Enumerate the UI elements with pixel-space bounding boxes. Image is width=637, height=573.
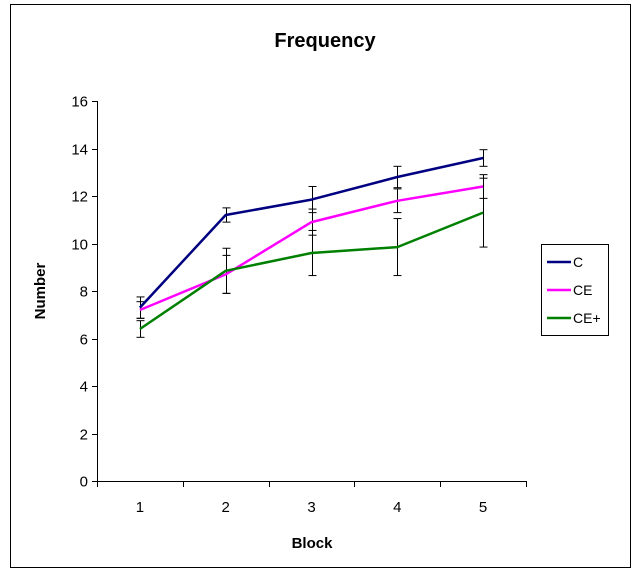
y-tick-label: 0 <box>80 474 88 491</box>
series-line-c <box>138 156 484 309</box>
legend-label: C <box>573 254 583 270</box>
series-lines <box>138 156 484 331</box>
x-axis-label: Block <box>292 535 334 552</box>
legend-item: CE <box>547 282 592 298</box>
chart-title: Frequency <box>274 30 376 52</box>
y-tick-label: 16 <box>71 94 88 111</box>
x-tick-label: 4 <box>393 499 401 516</box>
y-tick-label: 2 <box>80 427 88 444</box>
legend-items: C CE CE+ <box>547 254 601 326</box>
y-tick-label: 12 <box>71 189 88 206</box>
legend-item: CE+ <box>547 310 601 326</box>
x-tick-label: 1 <box>136 499 144 516</box>
series-line-ce-plus <box>139 211 484 331</box>
chart-frame <box>10 4 631 568</box>
x-tick-label: 3 <box>307 499 315 516</box>
y-tick-label: 8 <box>80 284 88 301</box>
series-line-ce <box>139 185 484 312</box>
error-bar <box>479 149 488 167</box>
legend-label: CE+ <box>573 310 601 326</box>
y-tick-label: 10 <box>71 237 88 254</box>
error-bar <box>479 177 488 248</box>
y-tick-label: 14 <box>71 142 88 159</box>
y-tick-label: 6 <box>80 332 88 349</box>
y-axis-label: Number <box>32 263 49 320</box>
y-tick-label: 4 <box>80 379 88 396</box>
legend: C CE CE+ <box>541 244 609 336</box>
x-tick-label: 5 <box>479 499 487 516</box>
x-tick-label: 2 <box>222 499 230 516</box>
legend-item: C <box>547 254 583 270</box>
legend-label: CE <box>573 282 592 298</box>
